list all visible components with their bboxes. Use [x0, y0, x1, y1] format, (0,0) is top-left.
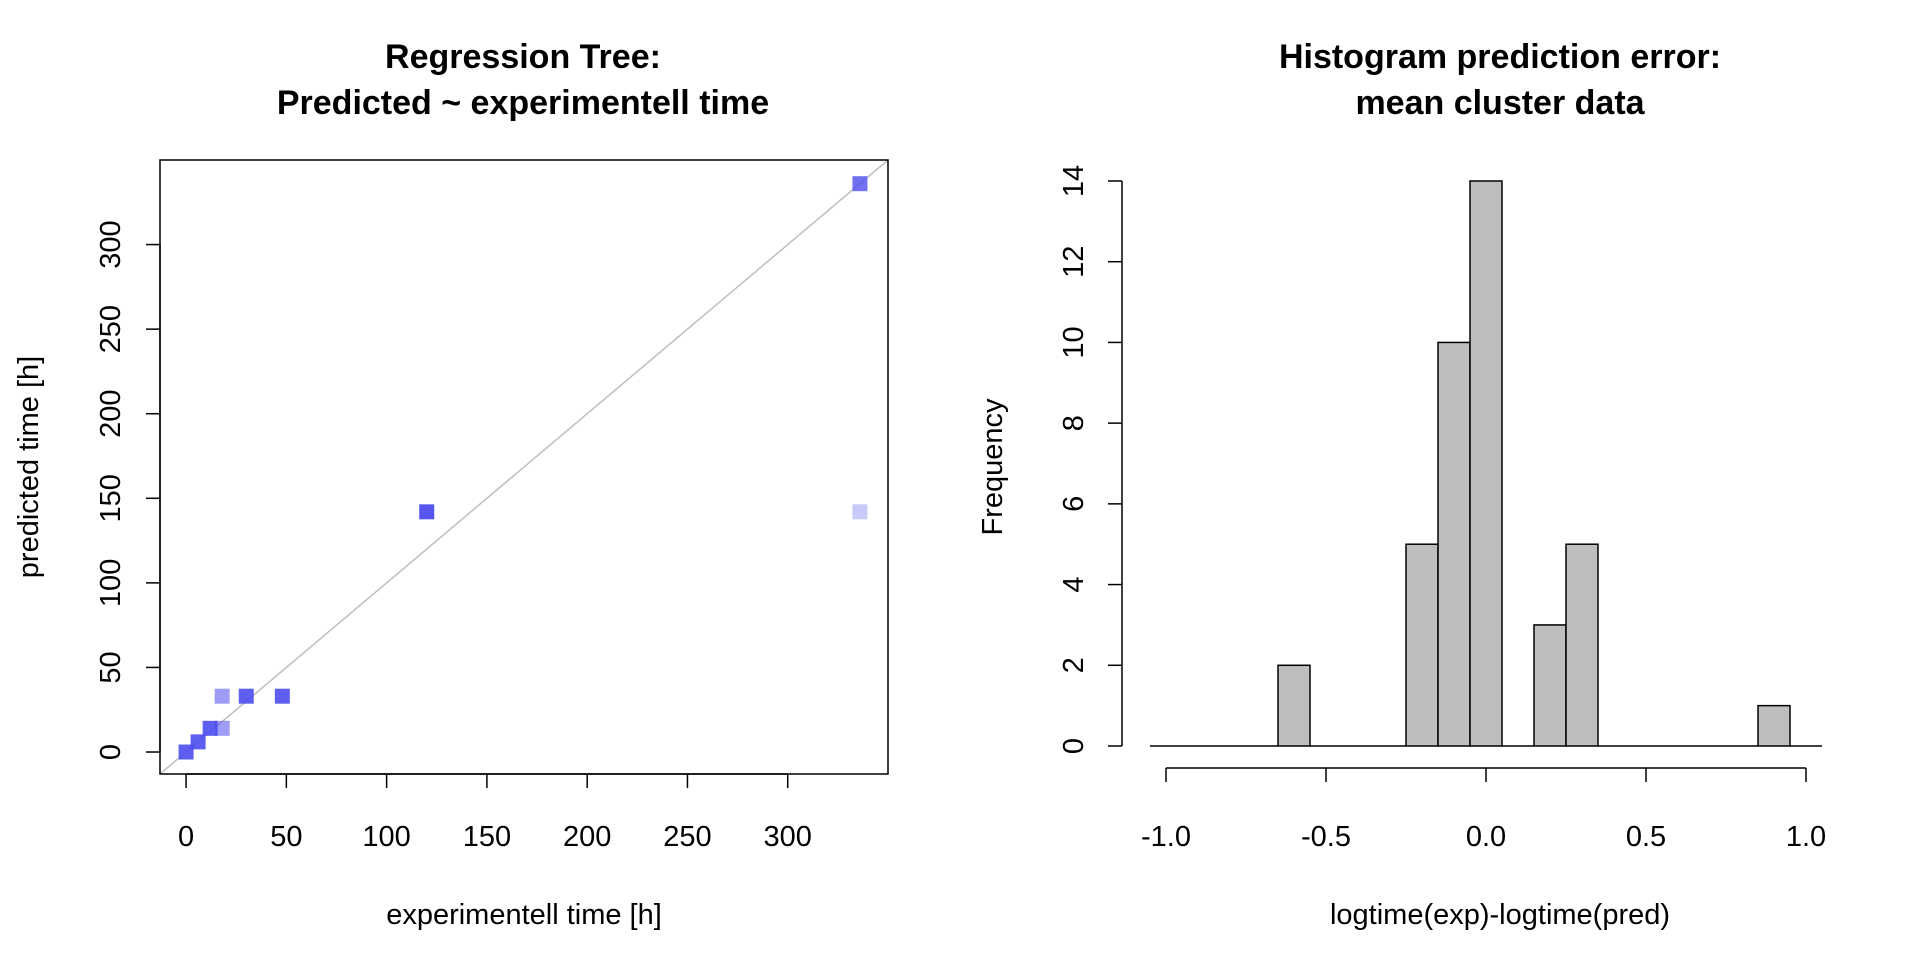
scatter-y-tick-label: 200 [95, 390, 127, 438]
scatter-x-tick-label: 150 [463, 821, 511, 853]
histogram-x-axis: -1.0 -0.5 0.0 0.5 1.0 [1141, 767, 1826, 853]
scatter-point [274, 688, 290, 704]
histogram-y-tick-label: 8 [1058, 415, 1090, 431]
histogram-y-tick-label: 0 [1058, 738, 1090, 754]
scatter-y-tick-label: 300 [95, 220, 127, 268]
scatter-x-tick-label: 50 [270, 821, 302, 853]
scatter-panel: Regression Tree: Predicted ~ experimente… [13, 38, 889, 931]
histogram-y-tick-label: 6 [1058, 496, 1090, 512]
histogram-x-axis-label: logtime(exp)-logtime(pred) [1330, 899, 1670, 931]
histogram-y-tick-label: 14 [1058, 165, 1090, 197]
histogram-title-line1: Histogram prediction error: [1279, 38, 1721, 76]
scatter-y-tick-label: 50 [95, 651, 127, 683]
scatter-y-axis: 0 50 100 150 200 250 300 [95, 220, 161, 760]
scatter-point [852, 504, 868, 520]
scatter-point [214, 720, 230, 736]
scatter-y-axis-label: predicted time [h] [13, 356, 45, 578]
scatter-title-line1: Regression Tree: [385, 38, 661, 76]
scatter-point [419, 504, 435, 520]
histogram-bar [1757, 704, 1791, 747]
histogram-bar [1277, 664, 1311, 747]
histogram-x-tick-label: 0.0 [1466, 821, 1506, 853]
histogram-bar [1565, 543, 1599, 747]
scatter-point [238, 688, 254, 704]
histogram-y-tick-label: 12 [1058, 246, 1090, 278]
scatter-point [214, 688, 230, 704]
scatter-point [190, 734, 206, 750]
histogram-y-tick-label: 10 [1058, 326, 1090, 358]
scatter-point [178, 744, 194, 760]
scatter-point [852, 176, 868, 192]
identity-line [160, 160, 888, 774]
scatter-x-tick-label: 300 [764, 821, 812, 853]
histogram-y-axis-label: Frequency [977, 398, 1009, 536]
histogram-panel: Histogram prediction error: mean cluster… [977, 38, 1826, 931]
histogram-y-tick-label: 2 [1058, 657, 1090, 673]
histogram-x-tick-label: 0.5 [1626, 821, 1666, 853]
scatter-y-tick-label: 100 [95, 559, 127, 607]
scatter-x-axis: 0 50 100 150 200 250 300 [178, 773, 812, 853]
scatter-x-tick-label: 100 [362, 821, 410, 853]
scatter-point [202, 720, 218, 736]
histogram-bar [1437, 341, 1471, 747]
histogram-bar [1533, 624, 1567, 747]
histogram-y-tick-label: 4 [1058, 577, 1090, 593]
scatter-y-tick-label: 150 [95, 474, 127, 522]
histogram-bars [1150, 180, 1822, 747]
histogram-bar [1405, 543, 1439, 747]
scatter-x-axis-label: experimentell time [h] [386, 899, 662, 931]
scatter-x-tick-label: 250 [663, 821, 711, 853]
histogram-x-tick-label: -1.0 [1141, 821, 1191, 853]
scatter-x-tick-label: 0 [178, 821, 194, 853]
scatter-points [178, 176, 868, 760]
histogram-x-tick-label: -0.5 [1301, 821, 1351, 853]
scatter-x-tick-label: 200 [563, 821, 611, 853]
histogram-bar [1469, 180, 1503, 747]
histogram-x-tick-label: 1.0 [1786, 821, 1826, 853]
histogram-title-line2: mean cluster data [1355, 84, 1645, 122]
scatter-y-tick-label: 250 [95, 305, 127, 353]
histogram-y-axis: 0 2 4 6 8 10 12 14 [1058, 165, 1123, 754]
scatter-y-tick-label: 0 [95, 744, 127, 760]
scatter-title-line2: Predicted ~ experimentell time [277, 84, 769, 122]
